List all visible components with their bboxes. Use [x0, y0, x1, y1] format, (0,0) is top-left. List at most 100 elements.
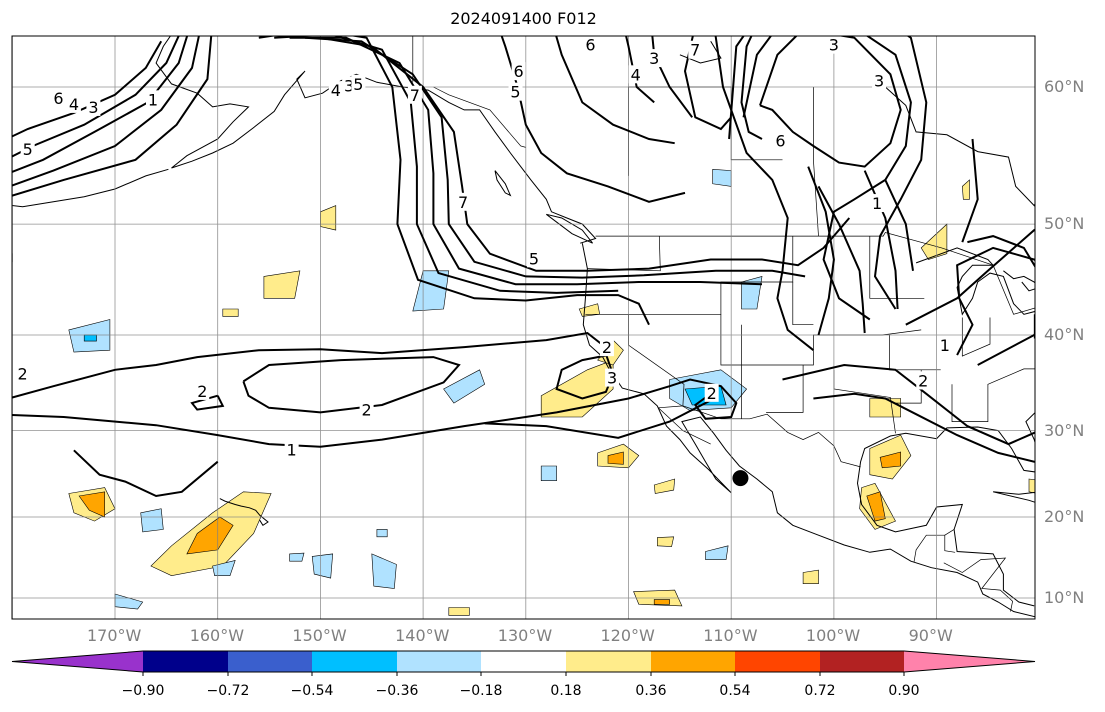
- coastline-segment: [1003, 270, 1035, 292]
- anomaly-fill-region: [114, 593, 144, 610]
- contour-label: 2: [918, 371, 928, 390]
- contour-line: [190, 394, 225, 411]
- contour-line: [12, 36, 189, 174]
- border-segment: [813, 87, 819, 237]
- contour-label-background: [328, 81, 343, 100]
- contour-line: [242, 356, 461, 414]
- anomaly-fill-region: [1044, 117, 1065, 139]
- lat-lon-gridlines: [12, 36, 1035, 619]
- coastline-segment: [12, 168, 169, 208]
- anomaly-fill-region: [653, 599, 670, 605]
- contour-line: [977, 331, 1035, 366]
- contour-label-background: [773, 131, 788, 150]
- lon-label-150w: 150°W: [292, 626, 347, 645]
- contour-label: 1: [148, 90, 158, 109]
- colorbar-segment: [228, 651, 312, 672]
- colorbar-segment: [312, 651, 397, 672]
- lon-label-130w: 130°W: [497, 626, 553, 645]
- contour-label-background: [605, 368, 620, 387]
- contour-label: 7: [458, 193, 468, 212]
- contour-line: [740, 36, 763, 140]
- contour-label: 3: [344, 76, 354, 95]
- coastline-segment: [856, 412, 1035, 607]
- contour-line: [258, 36, 650, 326]
- border-segment: [944, 529, 955, 536]
- border-segment: [433, 86, 526, 148]
- coastline-segment: [219, 498, 269, 526]
- lat-label-30n: 30°N: [1044, 420, 1085, 440]
- contour-label: 5: [510, 83, 520, 102]
- contour-label-background: [647, 49, 662, 68]
- contour-label-background: [628, 65, 643, 84]
- anomaly-fill-region: [866, 491, 886, 522]
- anomaly-fill-region: [140, 508, 164, 533]
- border-segment: [943, 557, 1013, 612]
- contour-label-background: [86, 97, 101, 116]
- contour-line: [714, 36, 815, 351]
- contour-line: [961, 138, 979, 243]
- coastline-segment: [155, 36, 597, 244]
- contour-label-background: [599, 338, 614, 357]
- colorbar: [11, 650, 1036, 676]
- border-segment: [595, 232, 1035, 315]
- contour-line: [73, 449, 219, 498]
- contour-lines: [12, 36, 1035, 498]
- lon-label-90w: 90°W: [908, 626, 953, 645]
- contour-line: [782, 363, 1035, 446]
- contour-line: [807, 166, 835, 336]
- border-segment: [766, 365, 804, 413]
- contour-label: 2: [17, 365, 27, 384]
- contour-line: [967, 235, 1035, 269]
- colorbar-tick-label: 0.36: [635, 683, 667, 699]
- contour-line: [905, 228, 1035, 326]
- coastline-segment: [494, 170, 512, 197]
- contour-label: 6: [585, 36, 595, 55]
- contour-line: [12, 331, 615, 400]
- contour-label-background: [511, 62, 526, 81]
- coastline-segment: [679, 41, 722, 64]
- contour-line: [12, 36, 200, 187]
- contour-label-background: [704, 383, 719, 402]
- colorbar-segment: [566, 651, 651, 672]
- contour-label: 3: [88, 98, 98, 117]
- colorbar-tick-label: 0.72: [804, 683, 836, 699]
- contour-line: [813, 392, 1035, 463]
- contour-line: [12, 378, 738, 448]
- contour-label-background: [20, 139, 35, 158]
- contour-label: 5: [353, 75, 363, 94]
- contour-label: 1: [872, 194, 882, 213]
- contour-label: 6: [514, 62, 524, 81]
- anomaly-fill-region: [320, 205, 337, 231]
- anomaly-fill-region: [83, 334, 97, 342]
- contour-line: [817, 185, 866, 334]
- contour-line: [759, 36, 902, 168]
- lon-label-140w: 140°W: [395, 626, 450, 645]
- anomaly-fill-region: [540, 359, 614, 418]
- lon-label-170w: 170°W: [87, 626, 142, 645]
- contour-label: 2: [197, 382, 207, 401]
- lat-label-20n: 20°N: [1044, 506, 1085, 526]
- contour-label-background: [284, 440, 299, 459]
- anomaly-fill-region: [920, 223, 948, 260]
- contour-label: 6: [53, 89, 63, 108]
- anomaly-fill-region: [212, 559, 236, 576]
- anomaly-fill-region: [443, 369, 486, 404]
- colorbar-segment: [651, 651, 735, 672]
- contour-label: 1: [940, 336, 950, 355]
- contour-label: 7: [410, 86, 420, 105]
- contour-label: 2: [602, 338, 612, 357]
- lat-label-10n: 10°N: [1044, 588, 1085, 607]
- contour-label: 2: [707, 384, 717, 403]
- contour-label-background: [195, 381, 210, 400]
- colorbar-tick-label: 0.54: [719, 683, 751, 699]
- lon-label-120w: 120°W: [600, 626, 655, 645]
- contour-label-background: [583, 36, 598, 54]
- lon-label-110w: 110°W: [703, 626, 758, 645]
- contour-line: [651, 36, 694, 118]
- contour-label-background: [351, 74, 366, 93]
- contour-label: 5: [529, 249, 539, 268]
- lat-label-60n: 60°N: [1044, 77, 1085, 96]
- contour-label: 5: [23, 140, 33, 159]
- colorbar-extend-low: [12, 651, 143, 672]
